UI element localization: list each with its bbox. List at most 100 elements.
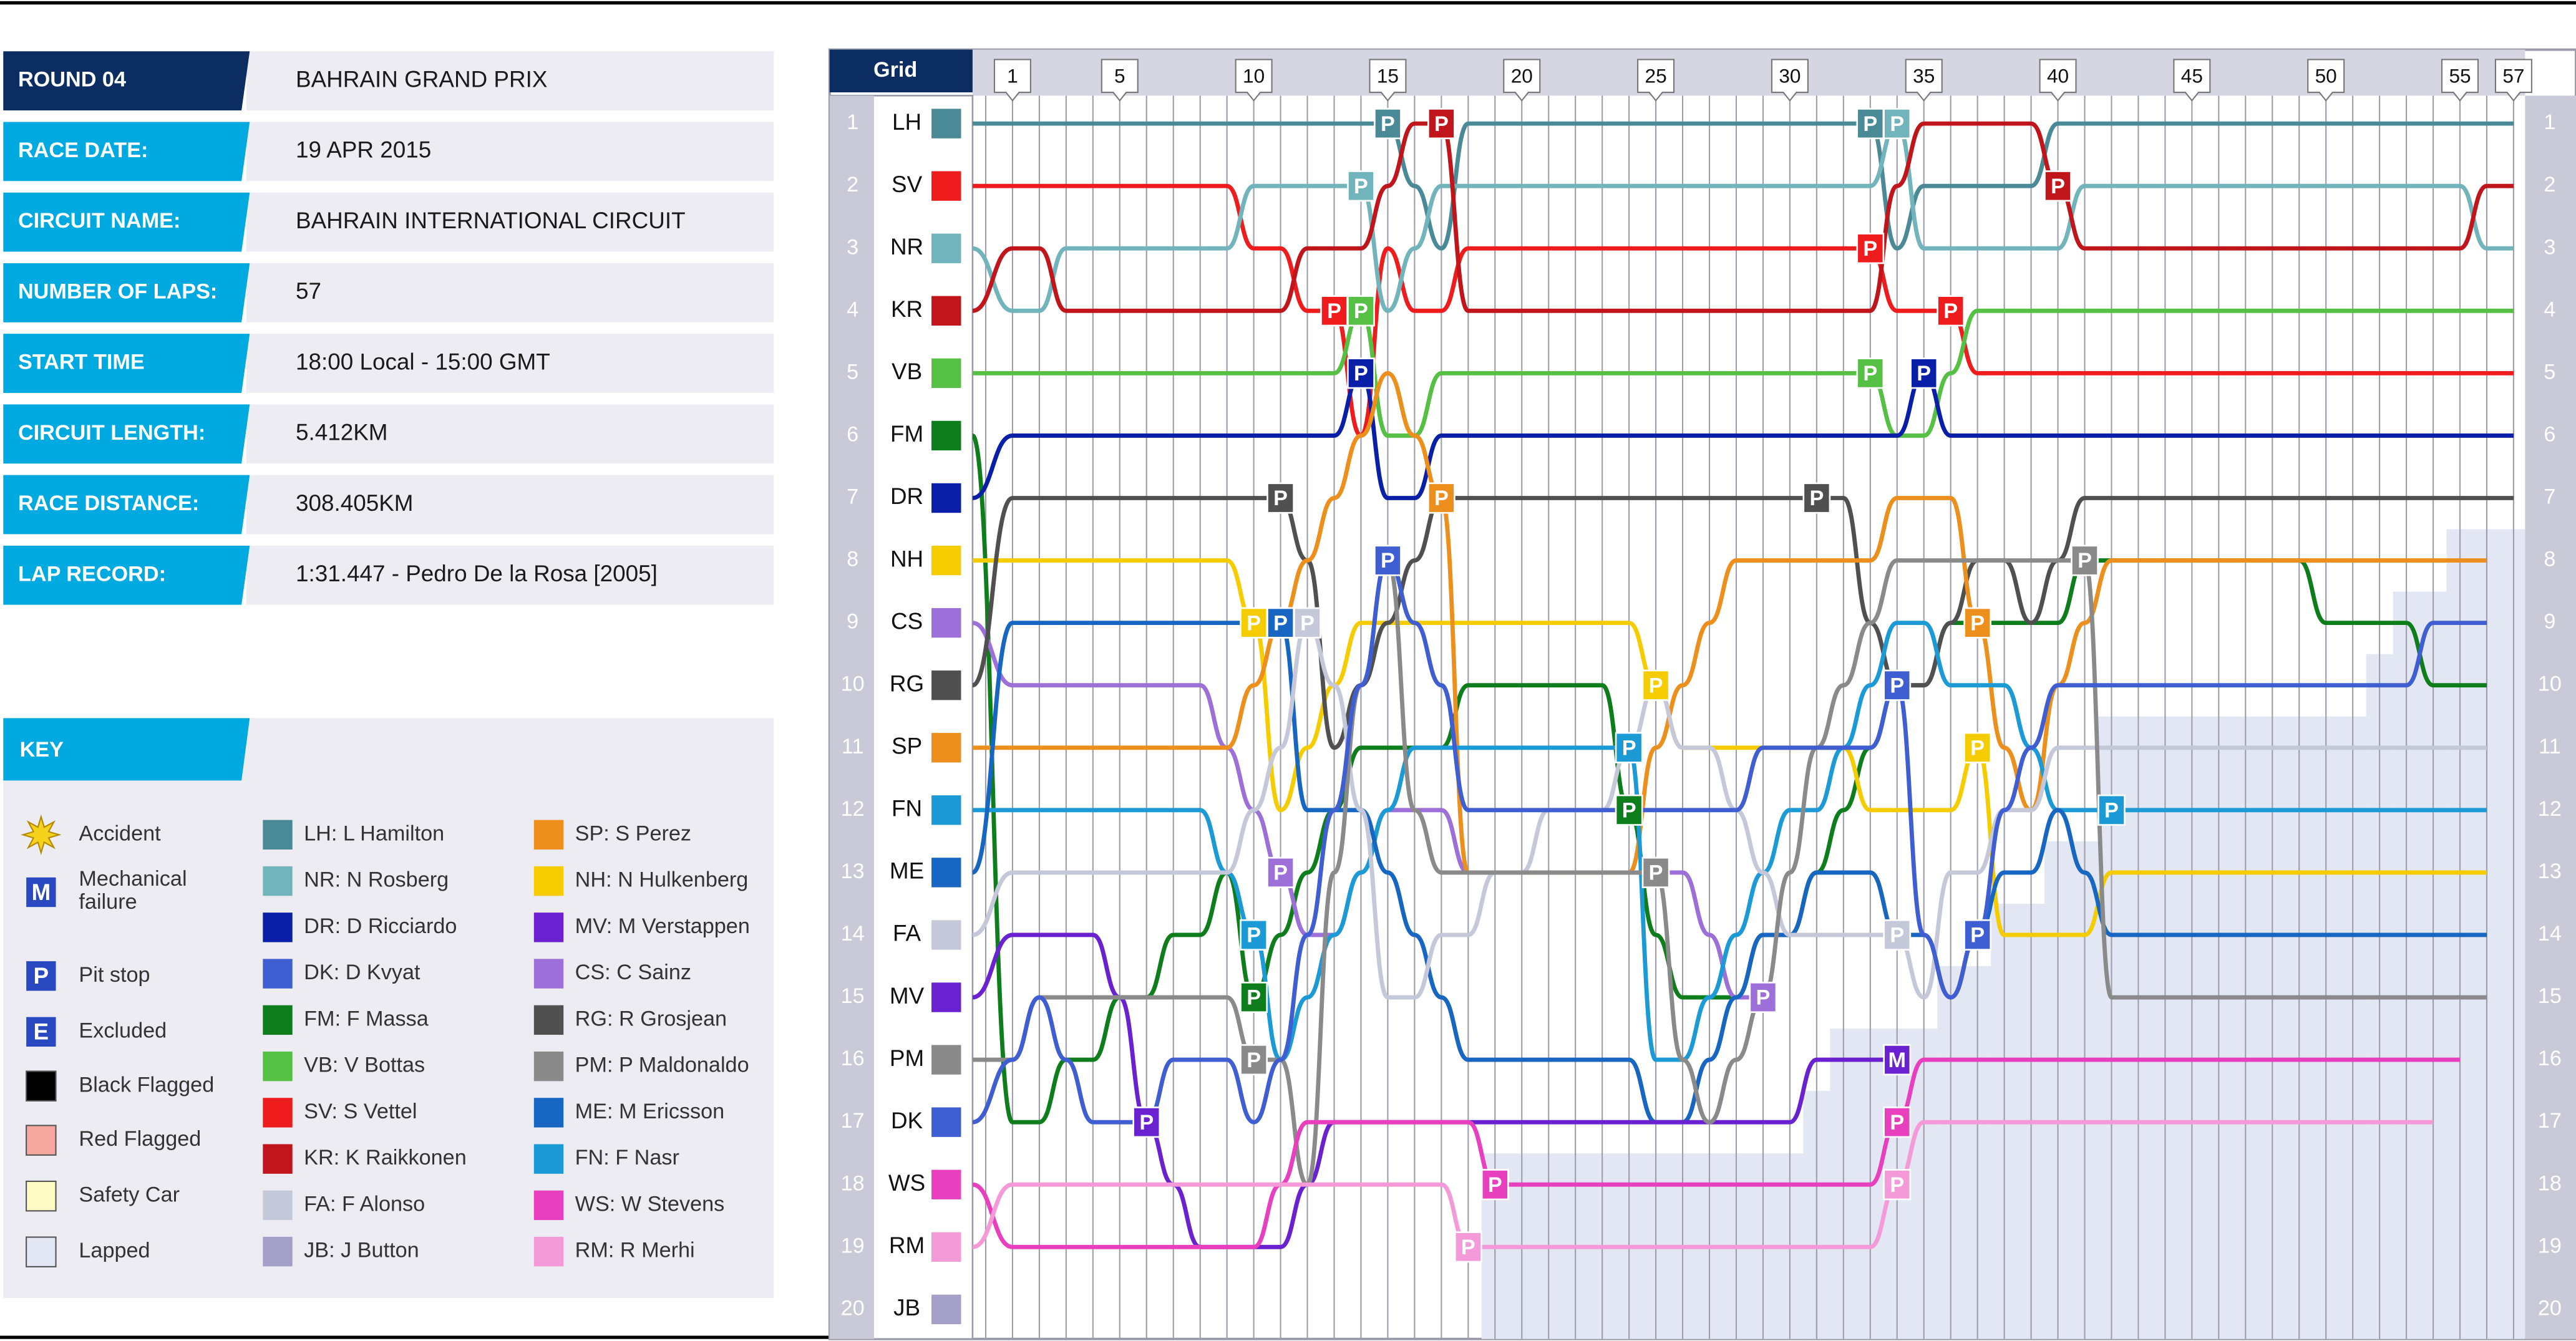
- info-value: BAHRAIN GRAND PRIX: [296, 66, 547, 92]
- event-marker: [1883, 1044, 1912, 1076]
- info-label-box: [3, 192, 250, 252]
- info-value-box: [246, 404, 774, 464]
- info-label: NUMBER OF LAPS:: [18, 279, 217, 303]
- event-marker-letter: P: [1247, 924, 1261, 947]
- driver-key-label: VB: V Bottas: [304, 1053, 425, 1077]
- driver-code: KR: [891, 296, 923, 322]
- y-tick-label: 15: [841, 984, 865, 1008]
- driver-grid-swatch: [931, 733, 961, 763]
- accident-icon: [21, 814, 62, 855]
- driver-code: RM: [889, 1232, 925, 1258]
- driver-swatch: [263, 866, 293, 896]
- driver-code: FN: [892, 796, 922, 821]
- event-marker: [1240, 919, 1268, 951]
- driver-key-label: SP: S Perez: [575, 821, 691, 845]
- event-marker-letter: P: [1943, 299, 1958, 323]
- event-marker-letter: P: [1434, 487, 1449, 510]
- x-tick-flag: [1101, 59, 1139, 102]
- lapped-area: [2097, 716, 2366, 1339]
- event-marker-letter: P: [1247, 986, 1261, 1010]
- x-tick-flag: [2441, 59, 2479, 102]
- event-marker: [1856, 233, 1885, 264]
- driver-swatch: [533, 913, 564, 942]
- info-label: CIRCUIT NAME:: [18, 209, 180, 233]
- race-info: ROUND 04 BAHRAIN GRAND PRIX RACE DATE: 19 A…: [3, 51, 774, 605]
- event-marker: [1883, 1169, 1912, 1201]
- x-tick-flag: [1771, 59, 1809, 102]
- event-marker-letter: P: [1863, 237, 1877, 261]
- grid-header-box: [829, 49, 973, 93]
- driver-grid-swatch: [931, 1232, 961, 1262]
- y-tick-label: 4: [847, 298, 858, 321]
- y-tick-label-right: 10: [2538, 672, 2562, 696]
- driver-code: SP: [892, 733, 922, 758]
- driver-line: [972, 121, 2514, 251]
- driver-swatch: [263, 1236, 293, 1267]
- x-tick-flag: [2039, 59, 2077, 102]
- y-tick-label: 14: [841, 922, 865, 946]
- info-value: 5.412KM: [296, 420, 388, 445]
- driver-grid-swatch: [931, 1169, 961, 1199]
- driver-key-label: MV: M Verstappen: [575, 914, 750, 938]
- x-tick-label: 50: [2315, 65, 2337, 87]
- driver-key-label: FA: F Alonso: [304, 1192, 425, 1216]
- event-marker-letter: P: [1273, 611, 1288, 635]
- driver-grid-swatch: [931, 920, 961, 950]
- driver-swatch: [533, 1005, 564, 1035]
- event-marker-letter: P: [1863, 112, 1877, 136]
- right-number-column: [2525, 95, 2576, 1339]
- driver-swatch: [263, 1005, 293, 1035]
- driver-code: WS: [888, 1170, 925, 1196]
- y-tick-label: 1: [847, 110, 858, 134]
- driver-swatch: [533, 1098, 564, 1128]
- x-tick-label: 5: [1114, 65, 1125, 87]
- symbol-icon: [26, 1017, 56, 1047]
- driver-code: NR: [890, 234, 923, 259]
- driver-swatch: [263, 913, 293, 942]
- event-marker-letter: P: [1863, 362, 1877, 385]
- event-marker: [1641, 856, 1670, 888]
- driver-grid-swatch: [931, 858, 961, 888]
- info-label: ROUND 04: [18, 68, 126, 92]
- event-marker: [1883, 108, 1912, 140]
- info-label: RACE DISTANCE:: [18, 491, 199, 515]
- info-label-box: [3, 122, 250, 182]
- x-tick-label: 20: [1511, 65, 1533, 87]
- grid-header: Grid: [873, 58, 917, 82]
- info-label: CIRCUIT LENGTH:: [18, 421, 205, 445]
- driver-swatch: [533, 1236, 564, 1267]
- event-marker-letter: P: [1649, 861, 1663, 885]
- driver-grid-swatch: [931, 483, 961, 513]
- event-marker-letter: P: [1327, 299, 1341, 323]
- lapped-area: [2044, 841, 2098, 1339]
- driver-swatch: [263, 1190, 293, 1221]
- driver-grid-swatch: [931, 608, 961, 638]
- info-value-box: [246, 545, 774, 605]
- driver-key-label: NH: N Hulkenberg: [575, 868, 749, 892]
- x-tick-label: 25: [1645, 65, 1667, 87]
- driver-line: [972, 558, 2487, 1125]
- event-marker: [1883, 1106, 1912, 1138]
- x-tick-label: 1: [1007, 65, 1018, 87]
- y-tick-label-right: 19: [2538, 1234, 2562, 1257]
- driver-code: PM: [890, 1045, 924, 1071]
- event-marker: [1240, 607, 1268, 639]
- event-marker: [2044, 170, 2072, 202]
- y-tick-label-right: 16: [2538, 1047, 2562, 1070]
- flag-icon: [26, 1070, 57, 1101]
- y-tick-label-right: 6: [2544, 422, 2555, 446]
- driver-code: LH: [892, 109, 921, 135]
- symbol-letter: M: [31, 879, 51, 905]
- info-label-box: [3, 475, 250, 535]
- info-label-box: [3, 545, 250, 605]
- y-tick-label-right: 9: [2544, 610, 2555, 634]
- event-marker: [1641, 669, 1670, 701]
- info-value-box: [246, 475, 774, 535]
- driver-grid-swatch: [931, 109, 961, 138]
- driver-key-label: DK: D Kvyat: [304, 961, 420, 984]
- event-marker-letter: P: [1756, 986, 1771, 1010]
- info-label: LAP RECORD:: [18, 562, 166, 586]
- flag-icon: [26, 1125, 57, 1156]
- info-label-box: [3, 51, 250, 111]
